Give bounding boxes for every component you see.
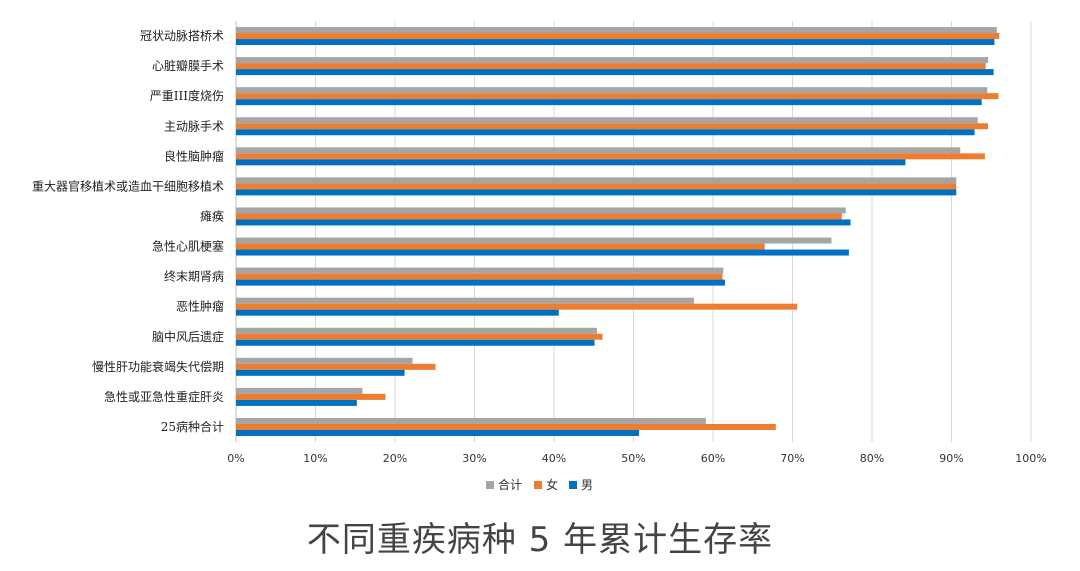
x-tick-label: 0% <box>227 452 244 465</box>
category-label: 良性脑肿瘤 <box>164 148 224 163</box>
bar-合计 <box>236 57 989 64</box>
gridlines <box>235 21 1032 442</box>
legend-label: 男 <box>581 478 593 492</box>
bar-女 <box>236 183 957 190</box>
bar-女 <box>236 423 776 430</box>
bar-男 <box>236 219 851 226</box>
category-label: 瘫痪 <box>200 208 224 223</box>
category-label: 严重III度烧伤 <box>150 88 224 103</box>
bar-合计 <box>236 147 961 154</box>
x-tick-label: 60% <box>701 452 725 465</box>
category-label: 25病种合计 <box>161 419 224 434</box>
x-tick-label: 50% <box>621 452 645 465</box>
bar-女 <box>236 333 603 340</box>
bar-合计 <box>236 357 413 364</box>
x-tick-label: 90% <box>939 452 963 465</box>
category-label: 终末期肾病 <box>164 269 224 284</box>
bar-男 <box>236 249 849 256</box>
bar-男 <box>236 309 559 316</box>
bar-男 <box>236 189 957 196</box>
legend: 合计 女 男 <box>486 477 593 492</box>
bar-合计 <box>236 267 724 274</box>
bar-女 <box>236 363 436 370</box>
bar-合计 <box>236 177 957 184</box>
bar-男 <box>236 99 982 106</box>
legend-label: 合计 <box>498 477 522 492</box>
bar-女 <box>236 123 989 130</box>
bar-男 <box>236 399 357 406</box>
bar-合计 <box>236 207 846 214</box>
bar-女 <box>236 213 842 220</box>
bar-合计 <box>236 297 694 304</box>
x-tick-label: 40% <box>542 452 566 465</box>
bar-女 <box>236 243 765 250</box>
bars <box>236 27 1000 436</box>
category-label: 心脏瓣膜手术 <box>152 58 224 73</box>
bar-chart: 冠状动脉搭桥术心脏瓣膜手术严重III度烧伤主动脉手术良性脑肿瘤重大器官移植术或造… <box>32 21 1047 492</box>
category-label: 主动脉手术 <box>164 118 224 133</box>
legend-label: 女 <box>546 477 558 492</box>
x-tick-label: 80% <box>860 452 884 465</box>
legend-swatch <box>486 481 494 489</box>
bar-合计 <box>236 237 832 244</box>
category-label: 恶性肿瘤 <box>176 299 224 314</box>
bar-合计 <box>236 27 997 34</box>
x-tick-label: 10% <box>303 452 327 465</box>
category-labels: 冠状动脉搭桥术心脏瓣膜手术严重III度烧伤主动脉手术良性脑肿瘤重大器官移植术或造… <box>32 28 224 434</box>
bar-男 <box>236 279 725 286</box>
bar-男 <box>236 69 994 76</box>
chart-caption: 不同重疾病种 5 年累计生存率 <box>306 520 774 560</box>
x-tick-label: 20% <box>383 452 407 465</box>
x-tick-label: 70% <box>780 452 804 465</box>
bar-合计 <box>236 327 597 334</box>
bar-女 <box>236 393 386 400</box>
legend-swatch <box>569 481 577 489</box>
category-label: 急性或亚急性重症肝炎 <box>104 389 224 404</box>
category-label: 冠状动脉搭桥术 <box>140 28 224 43</box>
x-tick-label: 30% <box>462 452 486 465</box>
bar-女 <box>236 153 985 160</box>
bar-男 <box>236 159 906 166</box>
category-label: 重大器官移植术或造血干细胞移植术 <box>32 178 224 193</box>
bar-男 <box>236 369 405 376</box>
bar-男 <box>236 429 640 436</box>
bar-合计 <box>236 417 706 424</box>
x-tick-labels: 0% 10% 20% 30% 40% 50% 60% 70% 80% 90% 100% <box>227 452 1046 465</box>
bar-女 <box>236 273 723 280</box>
category-label: 脑中风后遗症 <box>152 329 224 344</box>
bar-女 <box>236 303 798 310</box>
x-tick-label: 100% <box>1015 452 1046 465</box>
bar-男 <box>236 339 595 346</box>
bar-女 <box>236 63 986 70</box>
legend-swatch <box>534 481 542 489</box>
bar-合计 <box>236 117 978 124</box>
bar-女 <box>236 33 1000 40</box>
category-label: 急性心肌梗塞 <box>152 239 224 254</box>
bar-合计 <box>236 387 363 394</box>
bar-合计 <box>236 87 988 94</box>
bar-女 <box>236 93 999 100</box>
bar-男 <box>236 129 975 136</box>
bar-男 <box>236 39 995 46</box>
category-label: 慢性肝功能衰竭失代偿期 <box>92 359 224 374</box>
